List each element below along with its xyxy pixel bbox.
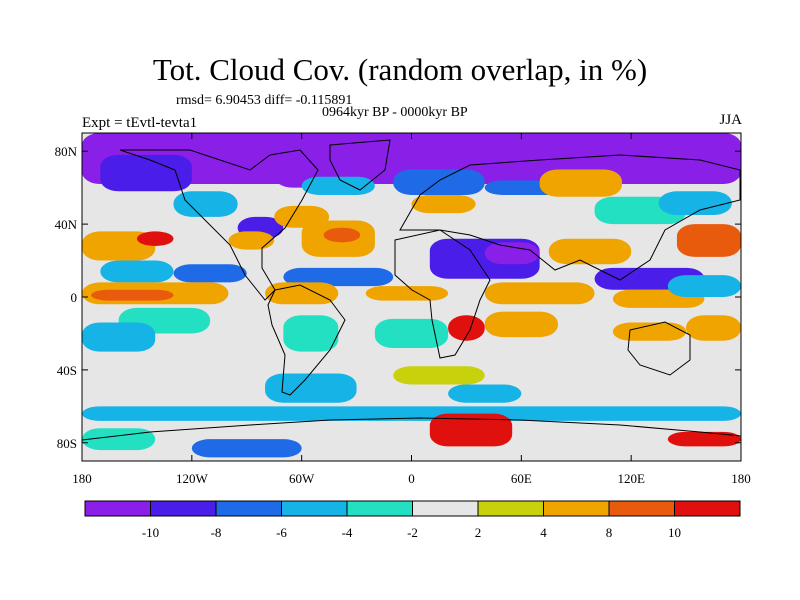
anomaly-region-34	[484, 311, 558, 338]
anomaly-region-29	[484, 282, 595, 305]
anomaly-region-3	[301, 176, 375, 195]
anomaly-region-43	[448, 384, 522, 403]
colorbar-label-5: 2	[475, 525, 482, 540]
anomaly-region-42	[265, 373, 357, 403]
colorbar-bin-0	[84, 500, 151, 517]
anomaly-region-12	[658, 191, 732, 215]
anomaly-region-15	[228, 231, 275, 250]
colorbar-bin-8	[608, 500, 675, 517]
colorbar-label-7: 8	[606, 525, 613, 540]
anomaly-region-48	[667, 431, 741, 447]
anomaly-region-18	[100, 260, 174, 283]
coastlines	[82, 139, 741, 441]
y-tick-label-2: 0	[71, 290, 78, 305]
colorbar-label-1: -8	[211, 525, 222, 540]
anomaly-region-40	[374, 318, 449, 349]
anomaly-region-19	[173, 264, 247, 283]
coastline-north-america	[119, 149, 319, 301]
anomaly-region-17	[323, 227, 361, 243]
x-tick-label-1: 120W	[176, 471, 209, 486]
anomaly-region-44	[82, 406, 741, 421]
anomaly-region-38	[82, 322, 156, 352]
period-label: 0964kyr BP - 0000kyr BP	[322, 105, 468, 120]
colorbar-bin-7	[543, 500, 610, 517]
experiment-label: Expt = tEvtl-tevta1	[82, 115, 198, 131]
y-tick-label-4: 80S	[57, 436, 77, 451]
anomaly-region-4	[393, 169, 485, 195]
x-tick-label-5: 120E	[617, 471, 645, 486]
colorbar-label-3: -4	[342, 525, 353, 540]
coastline-greenland	[329, 139, 391, 191]
anomaly-region-9	[411, 194, 476, 214]
y-tick-label-1: 40N	[55, 217, 78, 232]
coastline-australia	[627, 321, 691, 376]
x-tick-label-6: 180	[731, 471, 751, 486]
anomaly-region-36	[686, 315, 741, 341]
anomaly-region-6	[173, 191, 238, 217]
colorbar-bin-1	[150, 500, 217, 517]
colorbar-bin-6	[477, 500, 544, 517]
colorbar-label-8: 10	[668, 525, 681, 540]
x-tick-label-3: 0	[408, 471, 415, 486]
anomaly-region-45	[429, 413, 513, 447]
coastline-south-america	[267, 284, 346, 396]
anomaly-region-32	[667, 275, 741, 297]
colorbar-bin-2	[215, 500, 282, 517]
coastline-africa	[394, 229, 491, 359]
anomaly-region-47	[191, 439, 302, 458]
colorbar-label-6: 4	[540, 525, 547, 540]
anomaly-region-39	[283, 315, 339, 352]
colorbar-label-4: -2	[407, 525, 418, 540]
chart-title: Tot. Cloud Cov. (random overlap, in %)	[152, 52, 648, 87]
anomaly-region-33	[448, 315, 485, 341]
anomaly-region-14	[136, 231, 174, 246]
anomaly-region-2	[100, 154, 192, 192]
stats-label: rmsd= 6.90453 diff= -0.115891	[176, 93, 353, 108]
colorbar-label-0: -10	[142, 525, 159, 540]
coastline-eurasia	[399, 154, 741, 281]
x-tick-label-4: 60E	[511, 471, 532, 486]
season-label: JJA	[719, 112, 742, 128]
anomaly-region-10	[539, 169, 623, 197]
colorbar-bin-4	[346, 500, 413, 517]
anomaly-region-26	[91, 289, 174, 301]
anomaly-region-20	[283, 267, 394, 287]
y-tick-label-3: 40S	[57, 363, 77, 378]
anomaly-region-23	[548, 238, 632, 265]
x-axis: 180 120W 60W 0 60E 120E 180	[72, 133, 751, 486]
y-tick-label-0: 80N	[55, 144, 78, 159]
anomaly-region-24	[676, 224, 741, 257]
colorbar-bin-3	[281, 500, 348, 517]
x-tick-label-0: 180	[72, 471, 92, 486]
colorbar-bin-9	[674, 500, 741, 517]
coastline-antarctica	[82, 417, 741, 441]
y-axis: 80N 40N 0 40S 80S	[55, 144, 741, 451]
colorbar-bin-5	[412, 500, 479, 517]
x-tick-label-2: 60W	[289, 471, 315, 486]
anomaly-field	[82, 133, 741, 458]
colorbar: -10 -8 -6 -4 -2 2 4 8 10	[84, 500, 741, 540]
anomaly-region-22	[484, 242, 540, 265]
anomaly-region-41	[393, 366, 485, 385]
colorbar-label-2: -6	[276, 525, 287, 540]
anomaly-region-35	[612, 322, 687, 341]
anomaly-region-28	[365, 286, 449, 301]
